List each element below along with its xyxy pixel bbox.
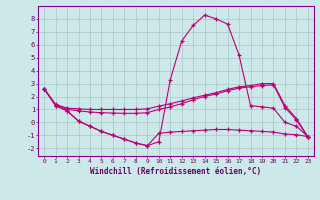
X-axis label: Windchill (Refroidissement éolien,°C): Windchill (Refroidissement éolien,°C) [91,167,261,176]
